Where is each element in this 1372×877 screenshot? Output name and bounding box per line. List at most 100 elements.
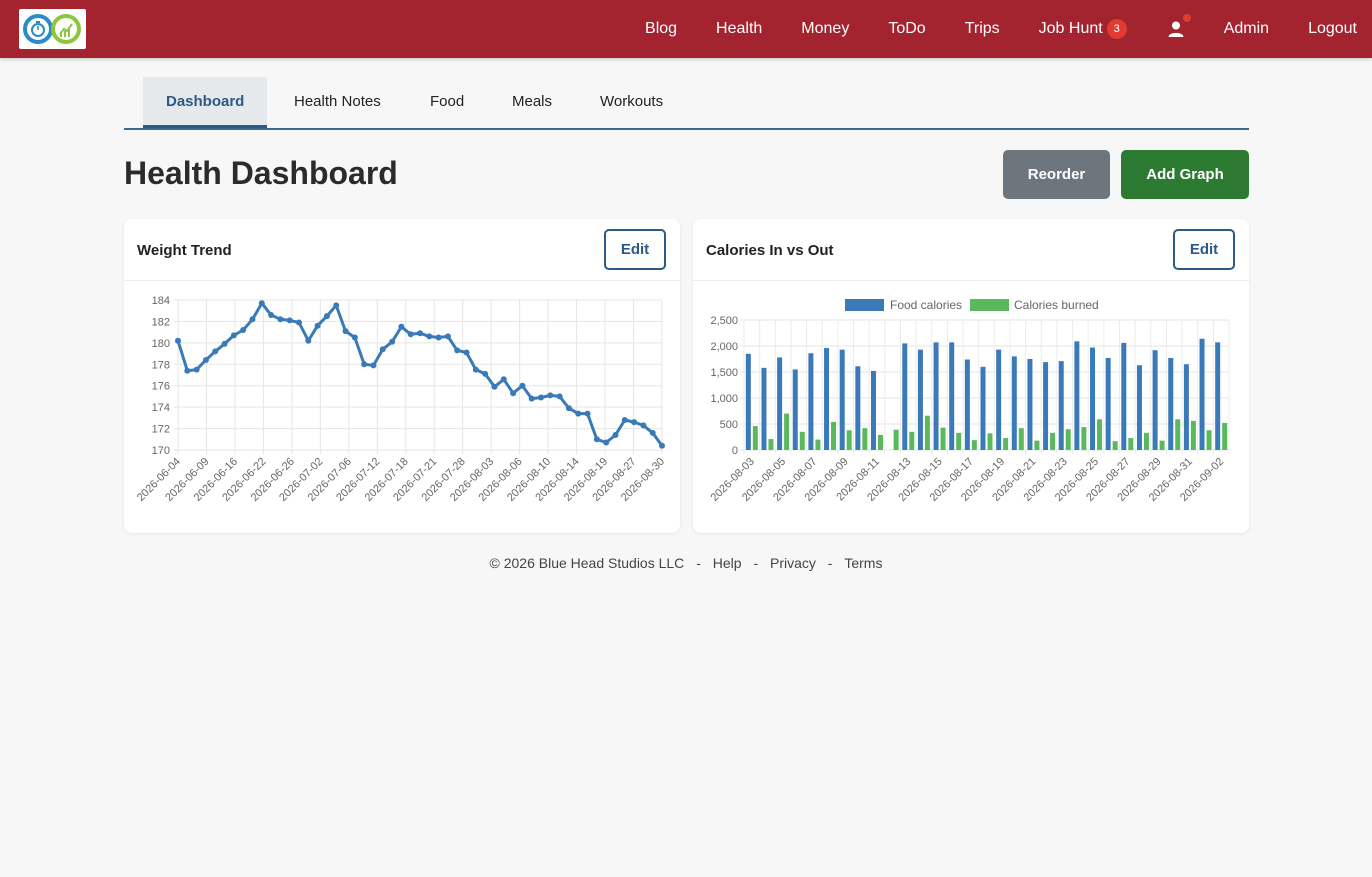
calories-edit-button[interactable]: Edit (1173, 229, 1235, 270)
weight-point (584, 410, 591, 417)
tab-dashboard[interactable]: Dashboard (143, 77, 268, 128)
food-calories-bar (870, 370, 876, 450)
calories-burned-bar (784, 413, 790, 450)
nav-health[interactable]: Health (716, 20, 763, 37)
top-navbar: Blog Health Money ToDo Trips Job Hunt 3 … (0, 0, 1372, 58)
footer-privacy-link[interactable]: Privacy (770, 555, 816, 571)
weight-point (333, 302, 340, 309)
weight-point (426, 333, 433, 340)
weight-point (538, 394, 544, 401)
calories-burned-bar (846, 430, 852, 450)
footer-separator: - (696, 555, 701, 571)
nav-links: Blog Health Money ToDo Trips Job Hunt 3 … (645, 0, 1357, 58)
calories-burned-bar (1018, 428, 1024, 450)
calories-card: Calories In vs Out Edit Food calories Cal… (693, 219, 1249, 533)
food-calories-bar (1043, 362, 1049, 450)
calories-burned-bar (1159, 440, 1165, 450)
nav-admin[interactable]: Admin (1223, 20, 1270, 37)
calories-burned-bar (924, 415, 930, 450)
calories-burned-bar (1050, 432, 1056, 450)
weight-point (463, 349, 470, 356)
legend-swatch-burned (970, 299, 1009, 311)
weight-point (323, 313, 330, 320)
tab-workouts[interactable]: Workouts (600, 93, 664, 110)
weight-card-header: Weight Trend Edit (124, 219, 680, 281)
y-tick-label: 500 (720, 419, 738, 431)
weight-point (482, 370, 489, 377)
food-calories-bar (1074, 341, 1080, 450)
footer: © 2026 Blue Head Studios LLC - Help - Pr… (0, 555, 1372, 571)
weight-point (631, 419, 638, 426)
weight-point (342, 328, 349, 335)
app-logo[interactable] (19, 9, 86, 49)
nav-trips[interactable]: Trips (964, 20, 1000, 37)
page-title: Health Dashboard (124, 155, 398, 191)
y-tick-label: 172 (152, 424, 170, 436)
weight-point (212, 348, 219, 355)
food-calories-bar (964, 359, 970, 450)
food-calories-bar (808, 353, 814, 450)
weight-point (659, 442, 665, 449)
weight-point (221, 340, 228, 347)
calories-burned-bar (815, 439, 821, 450)
calories-burned-bar (940, 427, 946, 450)
weight-point (565, 405, 572, 412)
tab-meals[interactable]: Meals (512, 93, 553, 110)
add-graph-button[interactable]: Add Graph (1121, 150, 1249, 199)
food-calories-bar (1168, 357, 1174, 450)
nav-job-hunt[interactable]: Job Hunt 3 (1039, 19, 1127, 39)
nav-todo[interactable]: ToDo (888, 20, 926, 37)
food-calories-bar (902, 343, 908, 450)
food-calories-bar (1183, 364, 1189, 450)
calories-burned-bar (1206, 430, 1212, 450)
weight-point (547, 392, 554, 399)
tab-health-notes[interactable]: Health Notes (294, 93, 381, 110)
food-calories-bar (1136, 365, 1142, 450)
footer-help-link[interactable]: Help (712, 555, 742, 571)
calories-burned-bar (1175, 419, 1181, 450)
weight-trend-chart: 1701721741761781801821842026-06-042026-0… (135, 295, 667, 504)
weight-point (593, 436, 600, 443)
nav-money[interactable]: Money (801, 20, 850, 37)
calories-burned-bar (1190, 420, 1196, 450)
footer-terms-link[interactable]: Terms (844, 555, 883, 571)
legend-label-food: Food calories (890, 298, 962, 312)
food-calories-bar (824, 348, 830, 450)
food-calories-bar (949, 342, 955, 450)
weight-trend-card: Weight Trend Edit 170 172 174 176 178 180 182 1… (124, 219, 680, 533)
food-calories-bar (839, 349, 845, 450)
y-tick-label: 2,000 (710, 341, 738, 353)
nav-logout[interactable]: Logout (1308, 20, 1357, 37)
nav-blog[interactable]: Blog (645, 20, 678, 37)
user-icon[interactable] (1167, 14, 1191, 38)
calories-burned-bar (1034, 440, 1040, 450)
calories-burned-bar (956, 432, 962, 450)
calories-burned-bar (1003, 438, 1009, 450)
food-calories-bar (1027, 359, 1033, 450)
calories-burned-bar (862, 428, 868, 450)
weight-point (277, 316, 284, 323)
weight-point (603, 439, 610, 446)
food-calories-bar (777, 357, 783, 450)
calories-burned-bar (752, 426, 758, 450)
food-calories-bar (1152, 350, 1158, 450)
logo-icon (23, 14, 81, 44)
reorder-button[interactable]: Reorder (1003, 150, 1110, 199)
calories-burned-bar (799, 431, 805, 450)
tab-food[interactable]: Food (430, 93, 465, 110)
weight-edit-button[interactable]: Edit (604, 229, 666, 270)
weight-point (184, 367, 191, 374)
weight-point (379, 346, 386, 353)
y-tick-label: 0 (732, 445, 738, 457)
weight-series-line (176, 301, 664, 447)
weight-point (361, 361, 368, 368)
weight-point (175, 337, 181, 344)
food-calories-bar (917, 349, 923, 450)
footer-copyright: © 2026 Blue Head Studios LLC (489, 555, 685, 571)
weight-point (417, 330, 423, 337)
weight-point (268, 312, 275, 318)
calories-burned-bar (987, 433, 993, 450)
food-calories-bar (1090, 347, 1096, 450)
legend-swatch-food (845, 299, 884, 311)
food-calories-bar (1011, 356, 1017, 450)
